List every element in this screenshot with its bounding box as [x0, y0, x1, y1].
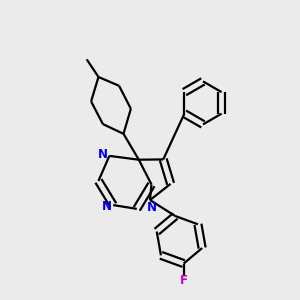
- Text: N: N: [98, 148, 108, 161]
- Text: N: N: [102, 200, 112, 213]
- Text: F: F: [180, 274, 188, 287]
- Text: N: N: [146, 201, 157, 214]
